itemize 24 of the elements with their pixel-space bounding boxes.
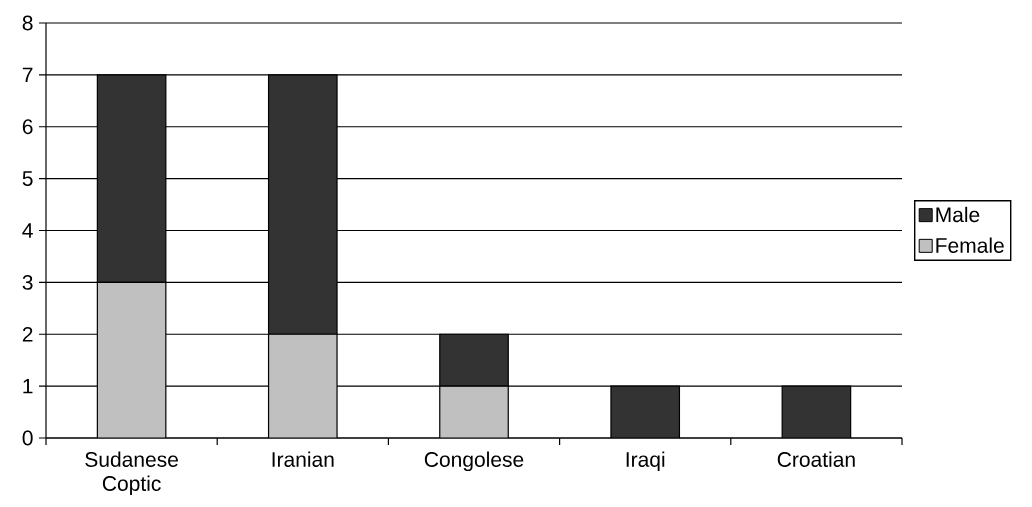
legend-label: Female (936, 237, 1004, 253)
y-tick-label: 2 (22, 326, 33, 342)
y-tick-label: 8 (22, 15, 33, 31)
x-tick-label: Iranian (272, 451, 334, 467)
x-tick-label: Croatian (777, 451, 855, 467)
y-tick-label: 5 (22, 171, 33, 186)
bar (610, 385, 681, 438)
legend-label: Male (936, 206, 980, 223)
x-tick-label: Sudanese Coptic (85, 451, 178, 496)
y-tick-label: 3 (22, 274, 33, 290)
y-tick-label: 4 (22, 223, 33, 238)
bar (439, 385, 509, 438)
bar (96, 281, 167, 438)
bar (96, 74, 167, 283)
x-tick-label: Iraqi (626, 451, 665, 472)
bar (267, 74, 338, 335)
bar (781, 385, 852, 438)
y-tick-label: 1 (23, 378, 33, 394)
y-tick-label: 6 (22, 119, 33, 135)
bar (267, 333, 338, 438)
bar (439, 333, 509, 387)
x-tick-label: Congolese (424, 451, 524, 472)
y-tick-label: 7 (22, 67, 33, 83)
y-tick-label: 0 (22, 430, 33, 446)
